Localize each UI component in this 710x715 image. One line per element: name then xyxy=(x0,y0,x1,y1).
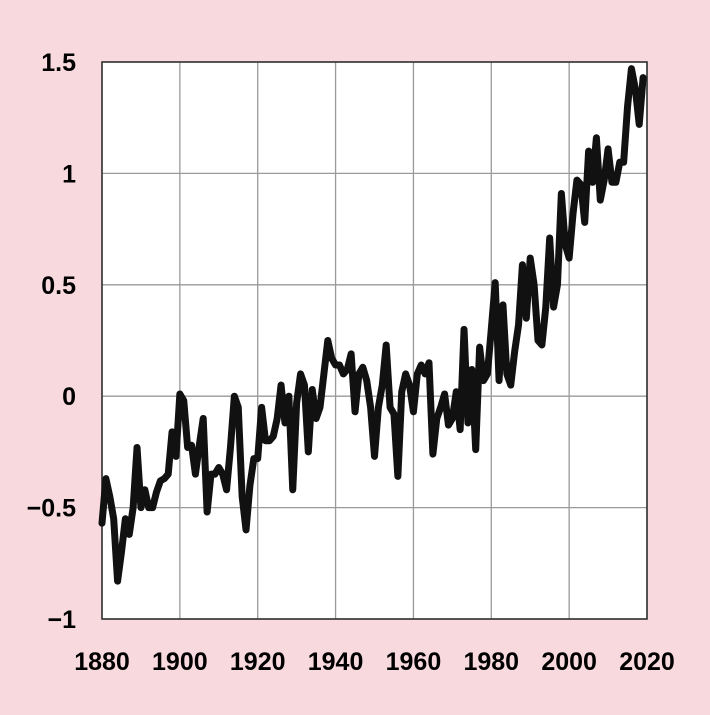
x-tick-label: 1980 xyxy=(463,648,519,676)
y-tick-label: −0.5 xyxy=(27,495,76,523)
y-tick-label: 1 xyxy=(62,160,76,188)
x-tick-label: 1920 xyxy=(230,648,286,676)
x-axis-tick-labels: 1880 1900 1920 1940 1960 1980 2000 2020 xyxy=(74,648,675,676)
y-axis-tick-labels: 1.5 1 0.5 0 −0.5 −1 xyxy=(27,49,76,634)
y-tick-label: 1.5 xyxy=(41,49,76,77)
x-tick-label: 2020 xyxy=(619,648,675,676)
x-tick-label: 1900 xyxy=(152,648,208,676)
x-tick-label: 1880 xyxy=(74,648,130,676)
x-tick-label: 1960 xyxy=(386,648,442,676)
plot-area-background xyxy=(102,62,647,619)
x-tick-label: 1940 xyxy=(308,648,364,676)
y-tick-label: 0 xyxy=(62,383,76,411)
y-tick-label: 0.5 xyxy=(41,272,76,300)
y-tick-label: −1 xyxy=(47,606,76,634)
x-tick-label: 2000 xyxy=(541,648,597,676)
